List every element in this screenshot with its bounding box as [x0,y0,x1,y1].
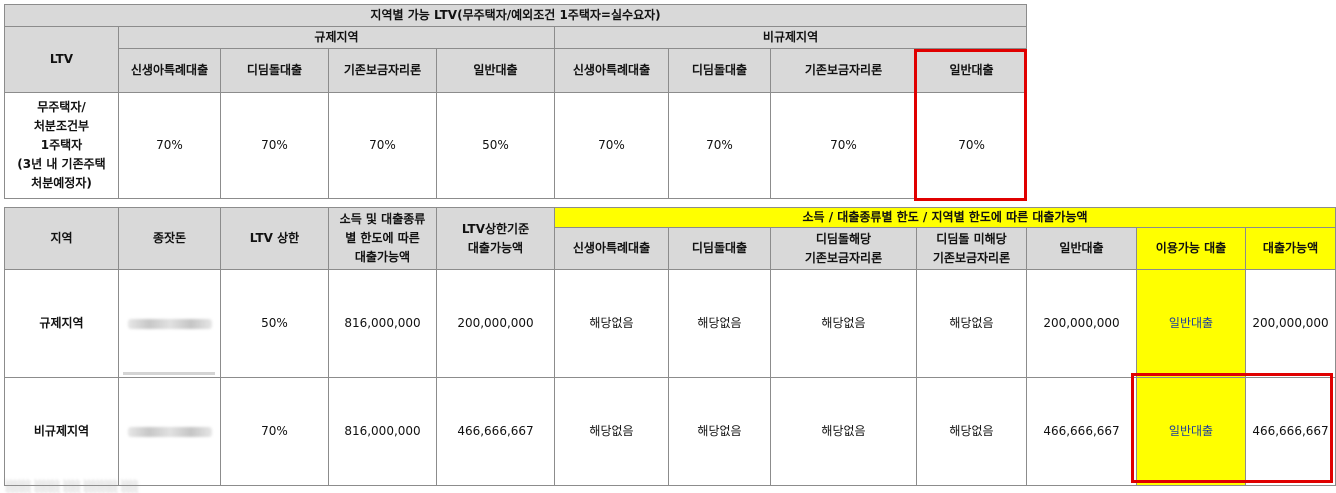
loan-type-header: 디딤돌대출 [220,48,329,93]
redacted-seed-money [127,426,212,437]
seed-money-header: 종잣돈 [118,207,221,270]
table-row: 규제지역 50% 816,000,000 200,000,000 해당없음 해당… [4,269,1336,378]
loan-type-header: 기존보금자리론 [328,48,437,93]
available-loan-value: 일반대출 [1136,269,1246,378]
seed-money-value [118,269,221,378]
ltv-value: 70% [328,92,437,199]
loan-type-header: 디딤돌대출 [668,48,771,93]
ltv-cap-value: 50% [220,269,329,378]
income-limit-header: 소득 및 대출종류 별 한도에 따른 대출가능액 [328,207,437,270]
region-name: 비규제지역 [4,377,119,486]
didimdol-loan-header: 디딤돌대출 [668,227,771,270]
income-limit-value: 816,000,000 [328,377,437,486]
region-header: 지역 [4,207,119,270]
general-loan-header: 일반대출 [1026,227,1137,270]
borrower-type-line: 처분조건부 [33,119,90,133]
didimdol-nonapplicable-header: 디딤돌 미해당 기존보금자리론 [916,227,1027,270]
borrower-type-line: 1주택자 [40,138,83,152]
seed-money-value [118,377,221,486]
didimdol-applicable-value: 해당없음 [770,269,917,378]
ltv-value: 70% [554,92,669,199]
ltv-value: 70% [770,92,917,199]
didimdol-loan-value: 해당없음 [668,377,771,486]
nonregulated-area-header: 비규제지역 [553,26,1028,49]
regulated-area-header: 규제지역 [118,26,555,49]
header-line: 별 한도에 따른 [345,231,420,245]
header-line: 기존보금자리론 [804,250,883,265]
header-line: 기존보금자리론 [932,250,1011,265]
loan-type-header: 신생아특례대출 [118,48,221,93]
borrower-type-line: 무주택자/ [37,100,86,114]
ltv-by-region-table: 지역별 가능 LTV(무주택자/예외조건 1주택자=실수요자) LTV 규제지역… [3,4,1028,199]
available-loan-value: 일반대출 [1136,377,1246,486]
ltv-cap-value: 70% [220,377,329,486]
header-line: LTV상한기준 [461,221,530,236]
borrower-type-label: 무주택자/ 처분조건부 1주택자 (3년 내 기존주택 처분예정자) [4,92,119,199]
didimdol-loan-value: 해당없음 [668,269,771,378]
didimdol-nonapplicable-value: 해당없음 [916,377,1027,486]
header-line: 대출가능액 [467,240,524,255]
ltv-value: 70% [118,92,221,199]
borrower-type-line: (3년 내 기존주택 [17,157,106,171]
loanable-amount-header: 대출가능액 [1244,227,1336,270]
general-loan-value: 200,000,000 [1026,269,1137,378]
loan-type-header: 기존보금자리론 [770,48,917,93]
header-line: 디딤돌해당 [815,231,872,246]
loan-type-header: 일반대출 [436,48,555,93]
general-loan-value: 466,666,667 [1026,377,1137,486]
region-name: 규제지역 [4,269,119,378]
didimdol-applicable-header: 디딤돌해당 기존보금자리론 [770,227,917,270]
income-limit-value: 816,000,000 [328,269,437,378]
borrower-type-line: 처분예정자) [31,176,92,190]
ltv-amount-header: LTV상한기준 대출가능액 [436,207,555,270]
header-line: 소득 및 대출종류 [339,212,426,226]
redacted-seed-money [127,318,212,329]
newborn-loan-value: 해당없음 [554,269,669,378]
ltv-amount-value: 466,666,667 [436,377,555,486]
loan-type-header: 일반대출 [915,48,1028,93]
newborn-loan-header: 신생아특례대출 [554,227,669,270]
ltv-cap-header: LTV 상한 [220,207,329,270]
newborn-loan-value: 해당없음 [554,377,669,486]
ltv-table-title: 지역별 가능 LTV(무주택자/예외조건 1주택자=실수요자) [3,4,1028,27]
loan-type-header: 신생아특례대출 [554,48,669,93]
loanable-amount-value: 466,666,667 [1244,377,1336,486]
loan-availability-table: 지역 종잣돈 LTV 상한 소득 및 대출종류 별 한도에 따른 대출가능액 L… [4,207,1336,486]
ltv-value: 70% [915,92,1028,199]
ltv-value: 50% [436,92,555,199]
header-line: 디딤돌 미해당 [936,231,1007,246]
ltv-value: 70% [220,92,329,199]
limit-group-header: 소득 / 대출종류별 한도 / 지역별 한도에 따른 대출가능액 [553,207,1336,228]
ltv-amount-value: 200,000,000 [436,269,555,378]
table-row: 비규제지역 70% 816,000,000 466,666,667 해당없음 해… [4,377,1336,486]
ltv-value: 70% [668,92,771,199]
didimdol-nonapplicable-value: 해당없음 [916,269,1027,378]
available-loan-header: 이용가능 대출 [1136,227,1246,270]
ltv-header: LTV [4,26,119,93]
didimdol-applicable-value: 해당없음 [770,377,917,486]
seed-money-divider [123,372,215,375]
blurred-footnote: ░░░ ░░░ ░░ ░░░░ ░░ [6,480,139,493]
header-line: 대출가능액 [354,250,411,264]
loanable-amount-value: 200,000,000 [1244,269,1336,378]
